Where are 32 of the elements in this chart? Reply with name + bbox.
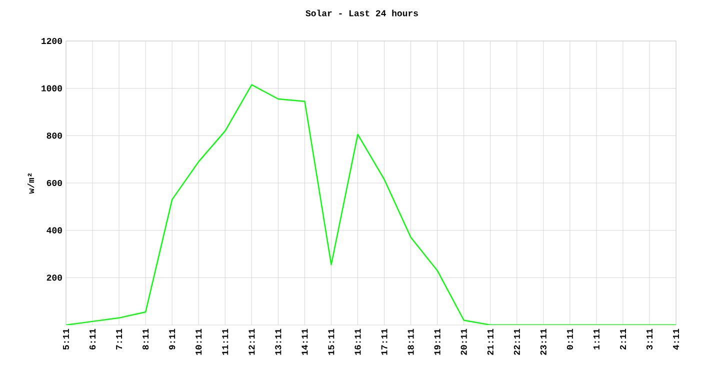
x-tick-label: 3:11 [646, 328, 653, 350]
x-tick-label: 10:11 [196, 328, 202, 355]
x-tick-label: 17:11 [381, 328, 388, 355]
x-tick-label: 14:11 [302, 328, 308, 355]
x-tick-label: 20:11 [460, 328, 467, 355]
y-tick-label: 1000 [42, 85, 62, 92]
x-tick-label: 21:11 [487, 328, 494, 355]
x-tick-label: 9:11 [169, 328, 176, 350]
y-tick-label: 400 [46, 227, 62, 234]
y-tick-label: 1200 [42, 38, 62, 44]
x-tick-label: 18:11 [408, 328, 414, 355]
x-tick-label: 13:11 [275, 328, 282, 355]
x-tick-label: 22:11 [514, 328, 520, 355]
x-tick-label: 2:11 [620, 328, 626, 350]
y-tick-label: 800 [46, 132, 62, 139]
x-tick-label: 4:11 [673, 328, 679, 350]
x-tick-label: 23:11 [540, 328, 546, 355]
x-tick-label: 11:11 [222, 328, 228, 355]
y-axis-title: w/m² [28, 173, 34, 194]
chart-title: Solar - Last 24 hours [306, 10, 418, 16]
x-tick-label: 1:11 [593, 328, 600, 350]
y-tick-label: 600 [46, 180, 62, 186]
x-tick-label: 15:11 [328, 328, 334, 355]
x-tick-label: 0:11 [566, 328, 573, 350]
x-tick-label: 16:11 [354, 328, 361, 355]
x-tick-label: 8:11 [142, 328, 149, 350]
y-tick-label: 200 [46, 274, 62, 281]
x-tick-label: 12:11 [248, 328, 255, 355]
x-tick-label: 6:11 [89, 328, 96, 350]
x-tick-label: 5:11 [63, 328, 70, 350]
x-tick-label: 7:11 [116, 328, 122, 350]
x-tick-label: 19:11 [434, 328, 440, 355]
